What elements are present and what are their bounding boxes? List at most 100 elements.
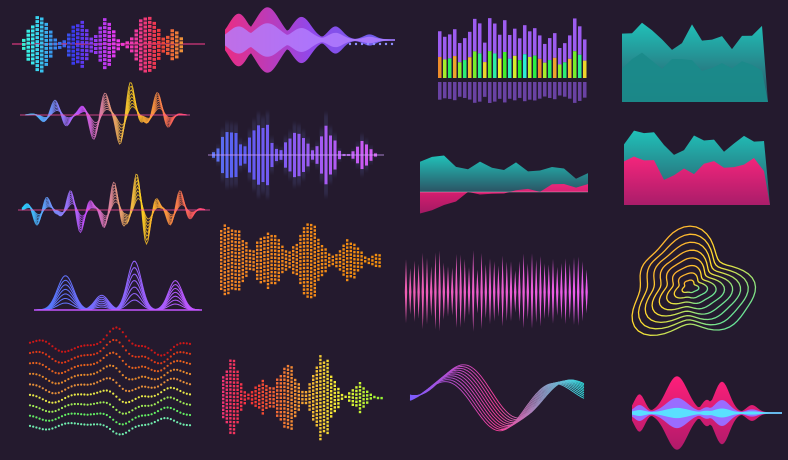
dot — [245, 267, 248, 270]
spike — [459, 254, 462, 328]
dot — [220, 280, 223, 283]
dot — [35, 405, 38, 409]
dot — [306, 237, 309, 241]
bar-top — [483, 42, 487, 63]
dot — [261, 405, 264, 408]
dot — [248, 249, 252, 253]
dot — [295, 265, 298, 268]
dot — [283, 400, 286, 403]
dot — [232, 370, 236, 373]
bar-segment — [44, 34, 48, 38]
dot — [140, 344, 144, 348]
dot — [241, 247, 244, 250]
dot — [319, 391, 322, 394]
bar-mid — [473, 51, 477, 78]
dot — [346, 271, 349, 274]
dot — [279, 411, 282, 414]
dot — [326, 413, 329, 417]
dot — [80, 354, 83, 357]
dot — [263, 254, 266, 257]
dot — [236, 403, 239, 406]
dot — [89, 383, 92, 386]
dot — [315, 398, 318, 402]
bar-segment — [80, 44, 84, 48]
dot — [315, 370, 318, 373]
dot — [223, 224, 226, 227]
dot — [137, 424, 140, 427]
bar-segment — [67, 41, 71, 45]
bar-segment — [71, 33, 75, 37]
dot — [105, 425, 108, 428]
dot — [326, 392, 329, 395]
dot — [337, 387, 340, 391]
dot — [147, 357, 150, 360]
dot — [227, 259, 230, 262]
dot — [131, 427, 134, 430]
dot — [328, 253, 331, 256]
dot — [346, 257, 349, 260]
dot — [284, 257, 288, 260]
dot — [326, 406, 329, 409]
dot — [70, 358, 73, 361]
dot — [234, 233, 237, 237]
bar-reflection — [503, 82, 507, 103]
dot — [137, 405, 140, 408]
dot — [319, 427, 322, 430]
dot — [188, 342, 192, 345]
dot — [310, 259, 313, 263]
dot — [351, 403, 354, 406]
dot — [44, 428, 48, 431]
bar-reflection — [573, 82, 577, 103]
dot — [319, 423, 322, 426]
dot — [227, 237, 230, 241]
bar-reflection — [533, 82, 537, 101]
bar-segment — [71, 25, 75, 29]
dot — [222, 408, 225, 411]
bar-segment — [143, 33, 147, 37]
dot — [41, 351, 44, 354]
dot — [356, 265, 360, 268]
bar-segment — [44, 62, 48, 66]
dot — [310, 281, 313, 284]
dot — [92, 343, 96, 346]
dot — [266, 254, 270, 257]
bar-segment — [80, 60, 84, 64]
dot — [281, 249, 284, 252]
bar-segment — [80, 32, 84, 36]
bar-segment — [148, 40, 152, 44]
dot — [259, 266, 262, 269]
dot — [150, 404, 153, 407]
dot — [128, 378, 131, 381]
dot — [276, 385, 279, 389]
dot — [261, 412, 264, 415]
dot — [319, 369, 322, 372]
dot — [322, 365, 326, 368]
dot — [312, 418, 315, 421]
dot — [229, 366, 232, 370]
dot — [294, 393, 297, 396]
bar-segment — [134, 49, 138, 53]
dot — [156, 362, 160, 365]
dot — [355, 404, 358, 407]
dot — [276, 389, 279, 392]
dot — [99, 341, 102, 344]
dot — [294, 411, 297, 414]
dot — [252, 257, 255, 260]
dot — [229, 427, 232, 431]
dot — [313, 236, 316, 239]
dot — [44, 353, 48, 356]
dot — [236, 377, 239, 381]
dot — [250, 394, 254, 398]
dot — [80, 383, 83, 386]
bar-segment — [53, 38, 57, 42]
dot — [319, 419, 322, 423]
dot — [166, 379, 169, 382]
dot — [230, 236, 234, 240]
dot — [326, 417, 329, 420]
bar-top — [463, 38, 467, 61]
bar-segment — [35, 44, 39, 48]
dot — [356, 247, 360, 250]
dot — [166, 387, 169, 390]
bar-top — [568, 35, 572, 59]
dot — [263, 258, 266, 261]
